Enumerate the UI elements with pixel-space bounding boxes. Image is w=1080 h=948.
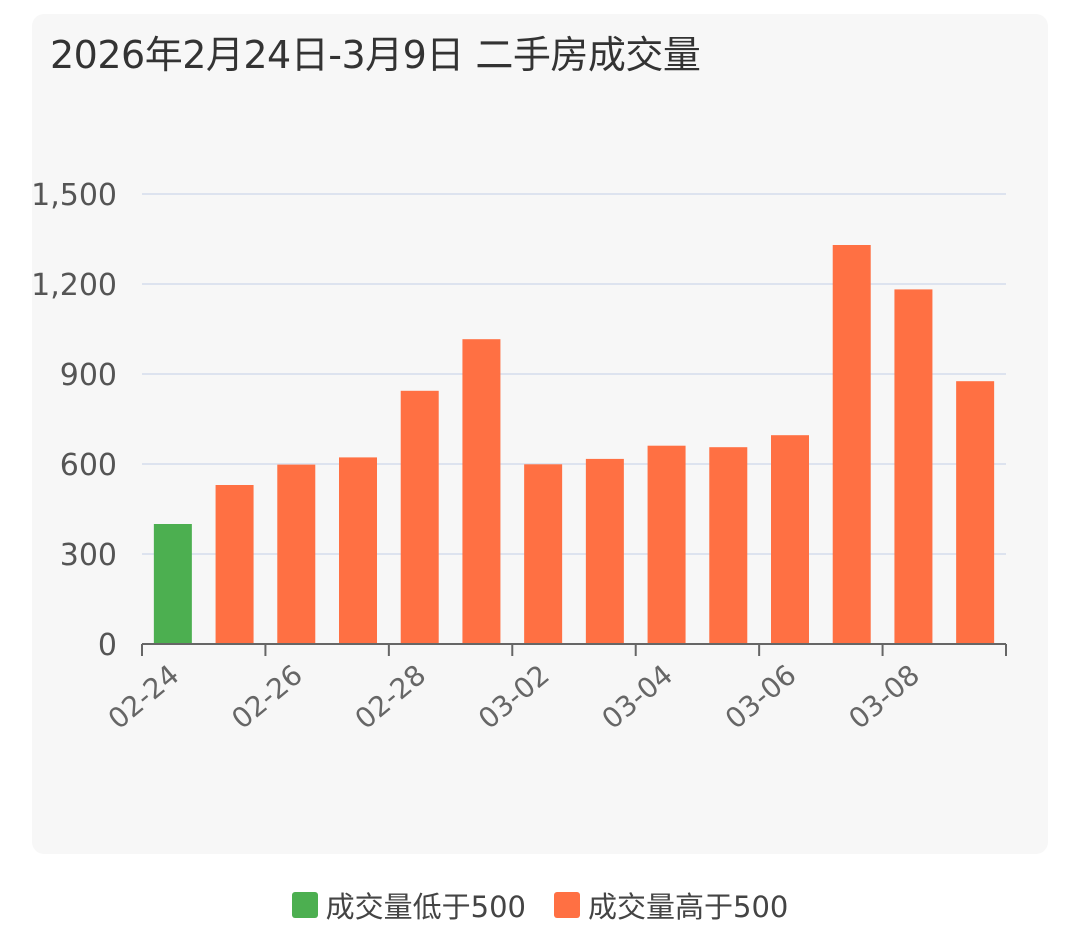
bar-03-06[interactable] <box>771 435 809 644</box>
bars <box>153 245 995 644</box>
y-tick-label: 300 <box>60 538 117 573</box>
x-axis-ticks: 02-24 02-26 02-28 03-02 03-04 03-06 03-08 <box>102 644 1007 736</box>
y-tick-label: 1,500 <box>31 178 117 213</box>
chart-card <box>32 14 1048 854</box>
grid-lines <box>142 193 1006 555</box>
x-tick-label: 02-28 <box>349 658 433 736</box>
legend-swatch-low <box>291 892 318 918</box>
legend-label-low: 成交量低于500 <box>325 890 526 924</box>
bar-03-08[interactable] <box>894 289 933 644</box>
bar-02-28[interactable] <box>400 390 439 644</box>
x-tick-label: 02-24 <box>102 658 186 736</box>
x-tick-label: 03-08 <box>842 658 926 736</box>
y-axis-ticks: 0 300 600 900 1,200 1,500 <box>31 178 117 663</box>
bar-02-25[interactable] <box>215 485 254 644</box>
bar-02-24[interactable] <box>153 524 192 644</box>
x-tick-label: 02-26 <box>225 658 309 736</box>
y-tick-label: 600 <box>60 448 117 483</box>
bar-03-04[interactable] <box>647 445 686 644</box>
y-tick-label: 900 <box>60 358 117 393</box>
bar-02-27[interactable] <box>339 457 377 644</box>
legend-label-high: 成交量高于500 <box>588 890 789 924</box>
bar-03-05[interactable] <box>709 447 748 644</box>
y-tick-label: 0 <box>98 628 117 663</box>
legend-item-low[interactable]: 成交量低于500 <box>291 884 526 926</box>
chart-title: 2026年2月24日-3月9日 二手房成交量 <box>50 33 701 77</box>
bar-03-01[interactable] <box>462 339 501 644</box>
legend-swatch-high <box>554 892 580 918</box>
bar-02-26[interactable] <box>277 464 316 644</box>
legend-item-high[interactable]: 成交量高于500 <box>554 884 788 926</box>
bar-03-02[interactable] <box>524 464 563 644</box>
y-tick-label: 1,200 <box>31 268 117 303</box>
legend: 成交量低于500 成交量高于500 <box>0 884 1080 926</box>
x-tick-label: 03-02 <box>472 658 556 736</box>
bar-03-03[interactable] <box>585 458 624 644</box>
x-tick-label: 03-06 <box>719 658 803 736</box>
x-tick-label: 03-04 <box>596 658 680 736</box>
bar-03-07[interactable] <box>832 245 871 644</box>
bar-03-09[interactable] <box>956 381 995 644</box>
